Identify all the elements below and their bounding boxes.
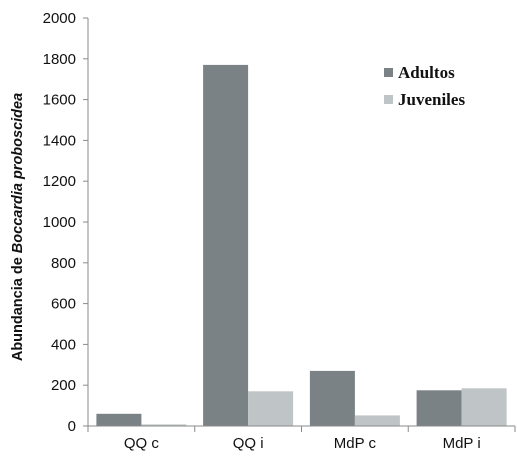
y-axis-label-prefix: Abundancia de: [10, 253, 26, 361]
y-axis-label-species: Boccardia proboscidea: [10, 93, 26, 253]
x-tick-label-mdp-c: MdP c: [334, 435, 377, 452]
y-tick-label-400: 400: [51, 336, 76, 353]
bar-juveniles-mdp-i: [461, 388, 507, 426]
x-tick-label-qq-i: QQ i: [233, 435, 264, 452]
y-tick-label-1000: 1000: [43, 214, 76, 231]
y-tick-label-1800: 1800: [43, 51, 76, 68]
legend-swatch-adultos: [384, 68, 393, 77]
bar-adultos-qq-i: [203, 64, 249, 427]
bar-adultos-mdp-c: [309, 370, 355, 426]
bar-juveniles-qq-i: [248, 391, 294, 426]
x-tick-label-qq-c: QQ c: [124, 435, 160, 452]
bars: [96, 64, 507, 427]
y-tick-label-1200: 1200: [43, 173, 76, 190]
y-axis-label: Abundancia de Boccardia proboscidea: [10, 93, 26, 361]
y-tick-label-2000: 2000: [43, 10, 76, 27]
y-tick-label-800: 800: [51, 255, 76, 272]
x-tick-label-mdp-i: MdP i: [443, 435, 481, 452]
legend-swatch-juveniles: [384, 95, 393, 104]
bar-adultos-mdp-i: [416, 390, 462, 426]
bar-juveniles-qq-c: [141, 424, 187, 426]
legend: Adultos Juveniles: [384, 63, 465, 109]
bar-adultos-qq-c: [96, 413, 142, 426]
y-tick-label-1600: 1600: [43, 92, 76, 109]
y-tick-label-600: 600: [51, 296, 76, 313]
y-tick-label-200: 200: [51, 377, 76, 394]
x-axis-ticks: QQ c QQ i MdP c MdP i: [87, 426, 516, 452]
legend-label-juveniles: Juveniles: [398, 90, 465, 109]
y-tick-label-0: 0: [68, 418, 76, 435]
legend-label-adultos: Adultos: [398, 63, 455, 82]
bar-juveniles-mdp-c: [354, 415, 400, 426]
y-axis-ticks: 0 200 400 600 800 1000 1200 1400 1600 1800 2000: [43, 10, 88, 435]
y-tick-label-1400: 1400: [43, 132, 76, 149]
